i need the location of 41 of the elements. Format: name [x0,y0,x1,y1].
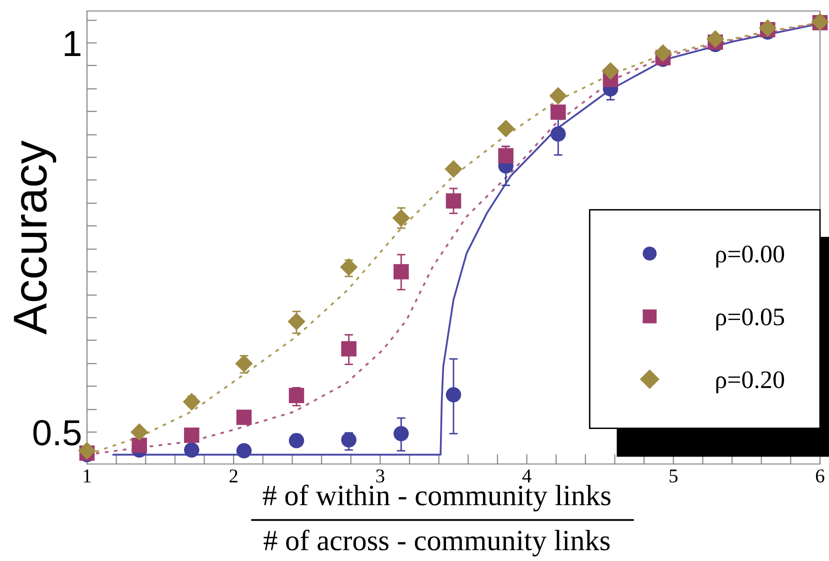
point [446,193,462,209]
x-tick-label: 3 [376,469,384,483]
point [341,432,356,448]
legend-label: ρ=0.05 [716,308,784,330]
point [394,264,409,280]
legend-label: ρ=0.00 [716,246,784,268]
point [288,433,304,448]
point [235,354,253,372]
point [496,120,515,138]
point [602,62,620,80]
x-axis-title: # of within - community links # of across - community links [262,484,610,556]
point [132,438,147,453]
point [184,428,200,443]
point [182,392,201,411]
x-tick-label: 5 [670,470,678,483]
point [392,209,410,227]
point [706,30,724,48]
point [498,148,514,164]
point [288,312,306,330]
point [130,423,148,441]
legend-label: ρ=0.20 [716,371,784,394]
point [446,387,462,402]
point [184,442,200,458]
point [340,258,358,276]
point [444,160,462,178]
point [341,341,356,356]
x-tick-label: 6 [816,469,824,483]
y-axis-title: Accuracy [14,140,56,334]
x-tick-label: 1 [84,470,91,482]
point [236,443,252,458]
x-tick-label: 4 [522,470,532,482]
point [288,388,304,404]
point [394,426,409,442]
point [550,104,566,120]
point [758,19,777,37]
point [236,410,252,425]
point [550,126,566,142]
point [549,87,568,105]
point [654,44,672,62]
x-tick-label: 2 [230,469,238,482]
y-tick-label: 0.5 [33,420,81,446]
